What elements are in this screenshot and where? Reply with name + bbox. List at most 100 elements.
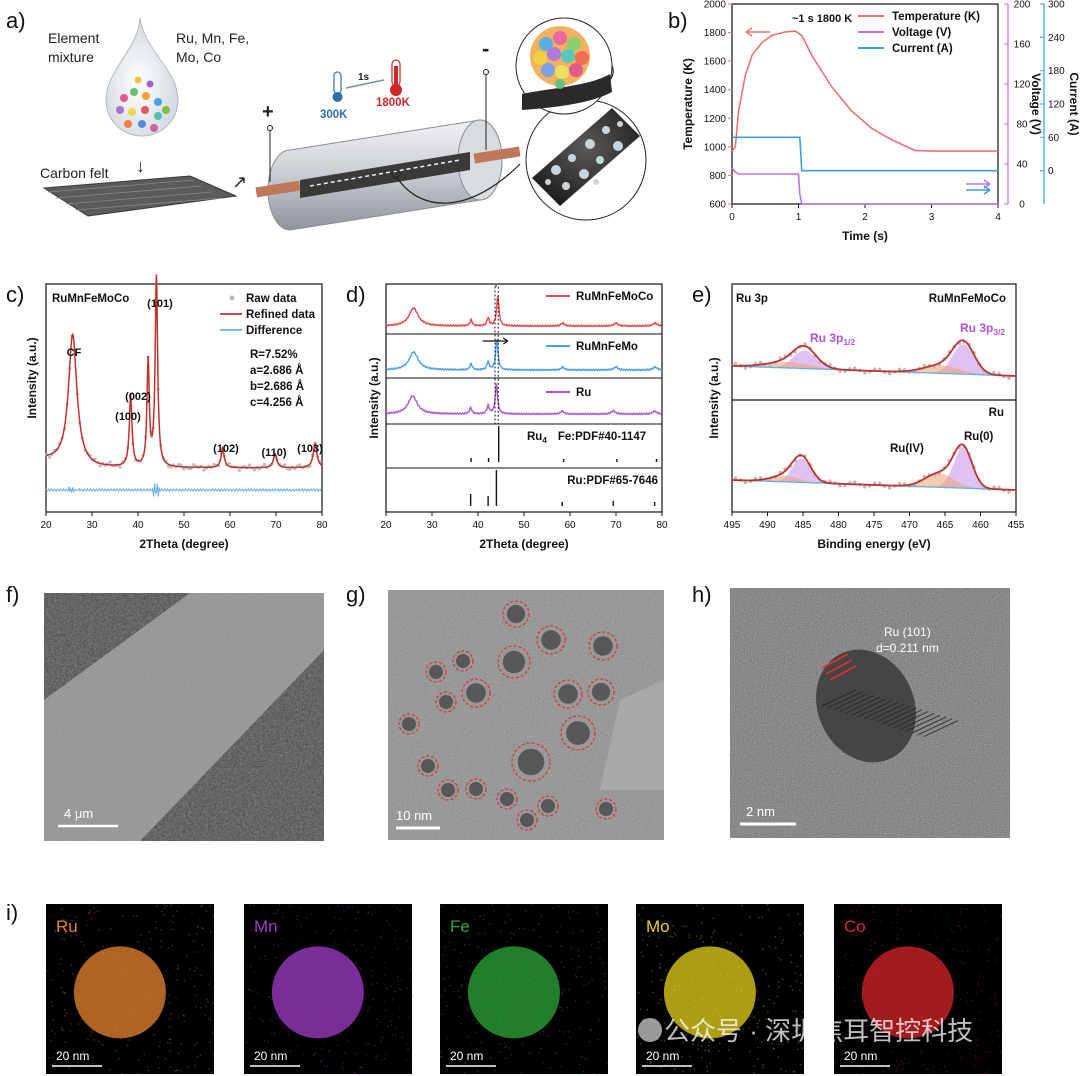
eds-noise-pixel bbox=[441, 1056, 443, 1058]
eds-noise-pixel bbox=[757, 1046, 759, 1049]
eds-noise-pixel bbox=[896, 934, 899, 936]
panel-e-label: e) bbox=[692, 282, 712, 307]
eds-noise-pixel bbox=[766, 904, 769, 906]
eds-noise-pixel bbox=[66, 1054, 68, 1056]
eds-noise-pixel bbox=[59, 963, 61, 965]
eds-noise-pixel bbox=[460, 951, 462, 954]
eds-noise-pixel bbox=[264, 931, 266, 933]
eds-noise-pixel bbox=[685, 925, 687, 927]
eds-noise-pixel bbox=[773, 1002, 775, 1005]
eds-noise-pixel bbox=[762, 948, 764, 950]
x-tick-label: 490 bbox=[759, 520, 776, 531]
eds-noise-pixel bbox=[987, 960, 989, 962]
raw-point bbox=[108, 460, 112, 464]
particle-marker bbox=[425, 661, 447, 683]
voltage-tick-label: 160 bbox=[1014, 40, 1031, 51]
eds-noise-pixel bbox=[685, 1034, 687, 1036]
eds-noise-pixel bbox=[708, 1044, 710, 1046]
panel-b-label: b) bbox=[668, 8, 688, 33]
eds-noise-pixel bbox=[601, 962, 604, 964]
eds-noise-pixel bbox=[866, 1027, 868, 1030]
panel-a: a) Element mixture Ru, Mn, Fe, Mo, Co ↓ … bbox=[6, 8, 647, 231]
eds-noise-pixel bbox=[399, 910, 401, 912]
eds-noise-pixel bbox=[490, 1047, 492, 1049]
eds-noise-pixel bbox=[555, 1052, 558, 1054]
eds-noise-pixel bbox=[944, 1065, 946, 1068]
eds-noise-pixel bbox=[169, 1038, 172, 1040]
eds-noise-pixel bbox=[392, 998, 394, 1000]
eds-noise-pixel bbox=[787, 1041, 789, 1043]
eds-noise-pixel bbox=[197, 925, 200, 927]
raw-point bbox=[298, 463, 302, 467]
particle-marker bbox=[595, 798, 617, 820]
eds-noise-pixel bbox=[778, 957, 780, 959]
eds-noise-pixel bbox=[596, 906, 598, 908]
eds-noise-pixel bbox=[985, 1051, 987, 1053]
eds-noise-pixel bbox=[346, 954, 349, 957]
eds-noise-pixel bbox=[547, 1035, 549, 1037]
tem-scale-label: 10 nm bbox=[396, 808, 432, 823]
eds-noise-pixel bbox=[357, 910, 359, 913]
eds-noise-pixel bbox=[660, 1066, 662, 1068]
eds-noise-pixel bbox=[356, 911, 359, 913]
eds-noise-pixel bbox=[649, 1061, 652, 1063]
particle-marker bbox=[537, 795, 559, 817]
eds-noise-pixel bbox=[799, 923, 801, 925]
peak-label: (100) bbox=[115, 411, 141, 423]
eds-noise-pixel bbox=[274, 1017, 277, 1019]
tem-nanoparticle bbox=[439, 695, 453, 709]
eds-noise-pixel bbox=[372, 998, 374, 1000]
eds-noise-pixel bbox=[660, 1039, 663, 1041]
eds-noise-pixel bbox=[170, 920, 172, 922]
eds-noise-pixel bbox=[210, 931, 212, 933]
eds-noise-pixel bbox=[132, 914, 135, 917]
eds-noise-pixel bbox=[857, 984, 859, 986]
raw-point bbox=[863, 485, 867, 489]
eds-noise-pixel bbox=[701, 922, 703, 924]
temperature-line bbox=[731, 30, 998, 152]
eds-noise-pixel bbox=[994, 992, 997, 995]
eds-noise-pixel bbox=[118, 1057, 120, 1060]
eds-noise-pixel bbox=[201, 927, 203, 929]
tem-nanoparticle bbox=[466, 683, 486, 703]
eds-noise-pixel bbox=[566, 1006, 568, 1009]
eds-noise-pixel bbox=[676, 1029, 678, 1031]
eds-noise-pixel bbox=[518, 928, 521, 930]
eds-noise-pixel bbox=[768, 998, 771, 1001]
eds-noise-pixel bbox=[277, 1017, 280, 1020]
eds-noise-pixel bbox=[457, 990, 459, 992]
eds-noise-pixel bbox=[394, 938, 396, 940]
eds-scale-label: 20 nm bbox=[450, 1049, 483, 1063]
eds-noise-pixel bbox=[702, 907, 705, 910]
eds-noise-pixel bbox=[711, 941, 714, 943]
watermark-icon bbox=[638, 1018, 662, 1042]
eds-noise-pixel bbox=[688, 936, 690, 939]
eds-noise-pixel bbox=[649, 1062, 652, 1064]
eds-noise-pixel bbox=[952, 948, 955, 950]
eds-dither-pixel bbox=[516, 1038, 519, 1040]
eds-noise-pixel bbox=[664, 1064, 667, 1066]
eds-noise-pixel bbox=[383, 930, 385, 932]
eds-noise-pixel bbox=[872, 911, 875, 913]
eds-dither-pixel bbox=[514, 1038, 517, 1040]
eds-noise-pixel bbox=[160, 929, 162, 931]
eds-noise-pixel bbox=[356, 1044, 358, 1046]
eds-noise-pixel bbox=[952, 930, 955, 932]
eds-noise-pixel bbox=[387, 1025, 389, 1027]
panel-i-label: i) bbox=[6, 900, 18, 925]
bottom-component bbox=[732, 473, 1016, 490]
refined-line bbox=[45, 274, 323, 469]
eds-noise-pixel bbox=[749, 1050, 751, 1053]
eds-noise-pixel bbox=[47, 970, 49, 972]
eds-noise-pixel bbox=[642, 939, 644, 941]
eds-noise-pixel bbox=[299, 906, 302, 909]
eds-noise-pixel bbox=[395, 930, 397, 932]
eds-noise-pixel bbox=[862, 1033, 864, 1035]
eds-noise-pixel bbox=[376, 1055, 378, 1057]
x-tick-label: 475 bbox=[866, 520, 883, 531]
eds-noise-pixel bbox=[652, 991, 654, 993]
lattice-markers bbox=[821, 653, 857, 681]
eds-noise-pixel bbox=[383, 974, 386, 976]
eds-noise-pixel bbox=[376, 1018, 379, 1020]
eds-noise-pixel bbox=[994, 960, 997, 963]
